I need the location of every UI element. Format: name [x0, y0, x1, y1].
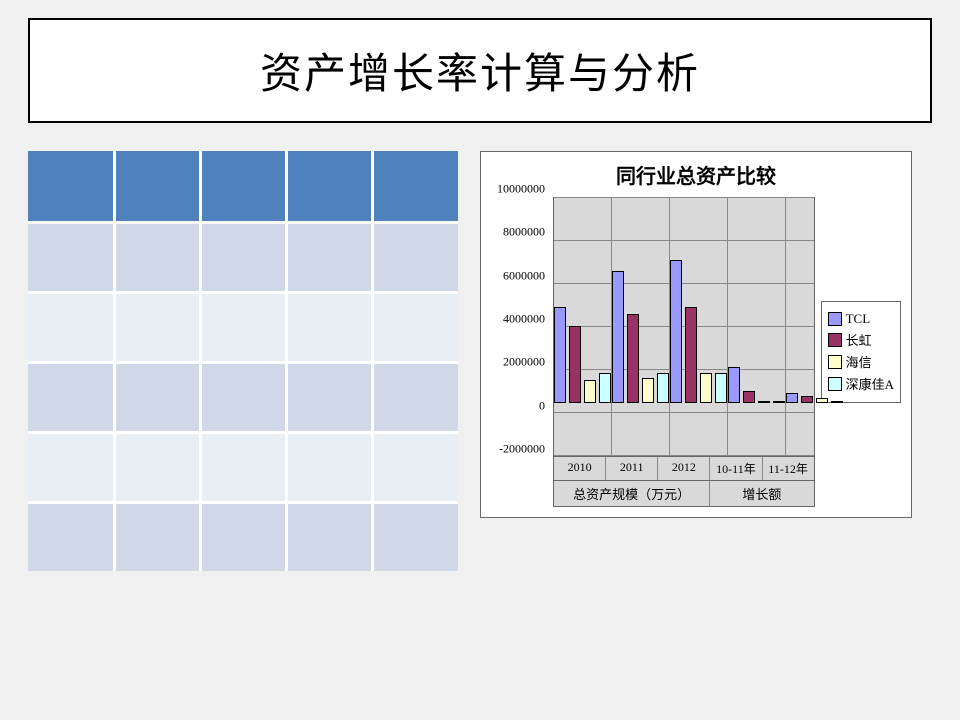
chart-x-categories: 20102011201210-11年11-12年: [553, 457, 815, 481]
table-cell: [286, 221, 372, 291]
table-cell: [28, 151, 114, 221]
table-cell: [28, 221, 114, 291]
table-cell: [28, 291, 114, 361]
table-cell: [28, 431, 114, 501]
chart-y-tick: 4000000: [503, 312, 549, 327]
table-cell: [372, 291, 458, 361]
chart-panel: 同行业总资产比较 -2000000 0 2000000 4000000 6000000 8…: [480, 151, 912, 518]
chart-bar: [786, 393, 798, 404]
chart-bar: [728, 367, 740, 403]
chart-bar: [715, 373, 727, 403]
table-cell: [372, 151, 458, 221]
table-row: [28, 431, 458, 501]
chart-bar: [627, 314, 639, 403]
table-cell: [372, 221, 458, 291]
chart-title: 同行业总资产比较: [491, 160, 901, 189]
table-cell: [200, 431, 286, 501]
page-title: 资产增长率计算与分析: [28, 18, 932, 123]
table-cell: [372, 431, 458, 501]
chart-bar: [554, 307, 566, 404]
chart-bar: [773, 401, 785, 403]
table-cell: [200, 291, 286, 361]
table-cell: [114, 361, 200, 431]
table-cell: [114, 221, 200, 291]
table-cell: [28, 501, 114, 571]
table-row: [28, 151, 458, 221]
table-row: [28, 291, 458, 361]
table-cell: [286, 501, 372, 571]
table-cell: [286, 361, 372, 431]
table-row: [28, 501, 458, 571]
content-row: 同行业总资产比较 -2000000 0 2000000 4000000 6000000 8…: [28, 151, 932, 571]
chart-bar-group: [669, 198, 727, 456]
chart-x-tick: 2010: [554, 457, 605, 480]
legend-label: TCL: [846, 311, 871, 327]
chart-bar: [685, 307, 697, 404]
legend-label: 长虹: [846, 330, 872, 349]
legend-label: 海信: [846, 352, 872, 371]
chart-bar: [758, 401, 770, 403]
chart-bar-group: [611, 198, 669, 456]
chart-y-tick: 6000000: [503, 268, 549, 283]
chart-bar: [801, 396, 813, 403]
table-cell: [114, 431, 200, 501]
data-table: [28, 151, 458, 571]
chart-plot-area: [553, 197, 815, 457]
chart-bar: [670, 260, 682, 403]
table-cell: [286, 431, 372, 501]
chart-y-axis: -200000002000000400000060000008000000100…: [491, 197, 553, 457]
chart-y-tick: 10000000: [497, 182, 549, 197]
table-cell: [200, 501, 286, 571]
table-cell: [372, 361, 458, 431]
table-cell: [114, 151, 200, 221]
chart-bar: [642, 378, 654, 403]
chart-x-super-categories: 总资产规模（万元）增长额: [553, 481, 815, 507]
chart-bar: [700, 373, 712, 403]
chart-y-tick: 0: [539, 398, 549, 413]
chart-y-tick: 2000000: [503, 355, 549, 370]
chart-bar: [743, 391, 755, 404]
chart-bar-group: [785, 198, 843, 456]
chart-bar: [816, 398, 828, 403]
table-row: [28, 361, 458, 431]
table-cell: [28, 361, 114, 431]
chart-bar: [584, 380, 596, 403]
table-cell: [286, 291, 372, 361]
table-row: [28, 221, 458, 291]
table-cell: [286, 151, 372, 221]
chart-x-tick: 2011: [605, 457, 657, 480]
chart-x-tick: 10-11年: [709, 457, 761, 480]
chart-bar-group: [727, 198, 785, 456]
chart-bar: [569, 326, 581, 403]
chart-x-super-tick: 增长额: [709, 481, 813, 506]
chart-bar: [657, 373, 669, 403]
chart-x-tick: 11-12年: [762, 457, 814, 480]
chart-bar: [612, 271, 624, 403]
table-cell: [200, 221, 286, 291]
chart-bar: [831, 401, 843, 403]
table-cell: [114, 501, 200, 571]
chart-bar: [599, 373, 611, 403]
chart-x-tick: 2012: [657, 457, 709, 480]
legend-label: 深康佳A: [846, 374, 894, 393]
chart-y-tick: -2000000: [499, 442, 549, 457]
table-cell: [200, 361, 286, 431]
table-cell: [372, 501, 458, 571]
chart-x-super-tick: 总资产规模（万元）: [554, 481, 709, 506]
chart-y-tick: 8000000: [503, 225, 549, 240]
table-cell: [114, 291, 200, 361]
table-cell: [200, 151, 286, 221]
chart-bar-group: [554, 198, 611, 456]
